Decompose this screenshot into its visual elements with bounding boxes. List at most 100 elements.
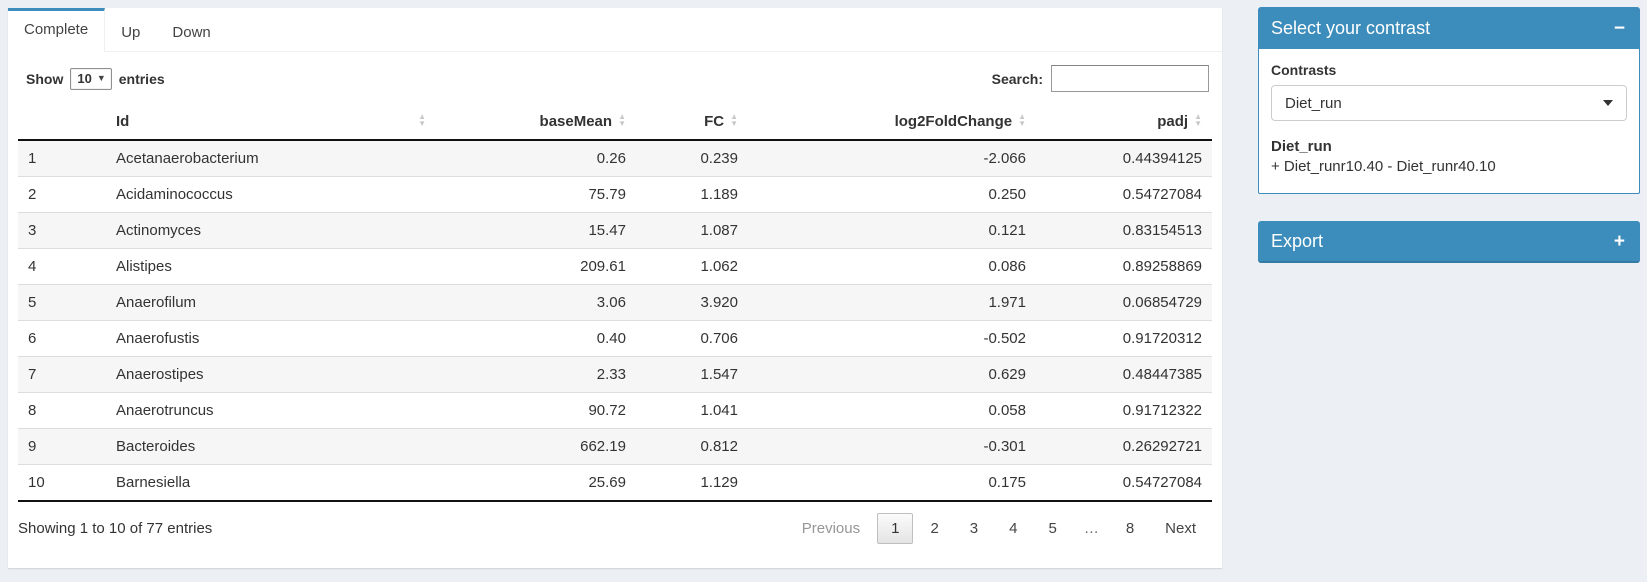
column-label: log2FoldChange (894, 113, 1013, 130)
table-controls: Show 10 ▼ entries Search: (8, 52, 1222, 102)
sort-arrows-icon: ▲ ▼ (1194, 112, 1202, 128)
tab-down[interactable]: Down (172, 24, 211, 41)
cell-id: Anaerofilum (116, 294, 197, 311)
paginate-page-5[interactable]: 5 (1048, 520, 1057, 537)
cell-padj: 0.89258869 (1122, 258, 1202, 275)
column-header-padj[interactable]: padj ▲ ▼ (1036, 104, 1212, 141)
paginate-next-button[interactable]: Next (1165, 520, 1196, 537)
cell-basemean: 0.40 (596, 330, 626, 347)
row-number-cell: 4 (28, 258, 37, 275)
cell-basemean: 662.19 (580, 438, 626, 455)
contrast-box-body: Contrasts Diet_run Diet_run + Diet_runr1… (1258, 49, 1640, 194)
column-header-log2foldchange[interactable]: log2FoldChange ▲ ▼ (748, 104, 1036, 141)
cell-basemean: 2.33 (596, 366, 626, 383)
contrast-box: Select your contrast − Contrasts Diet_ru… (1258, 7, 1640, 194)
entries-label: entries (118, 70, 165, 87)
sort-arrows-icon: ▲ ▼ (418, 112, 426, 128)
paginate-previous-button[interactable]: Previous (801, 520, 861, 537)
paginate-page-3[interactable]: 3 (969, 520, 979, 537)
entries-select[interactable]: 10 ▼ (70, 67, 112, 90)
results-table: Id ▲ ▼ baseMean ▲ ▼ FC ▲ ▼ log2FoldChange ▲ ▼ padj ▲ ▼… (18, 104, 1212, 502)
cell-id: Barnesiella (116, 474, 191, 491)
table-row: 7 Anaerostipes 2.33 1.547 0.629 0.48447385 (18, 356, 1212, 393)
cell-basemean: 15.47 (588, 222, 626, 239)
table-row: 2 Acidaminococcus 75.79 1.189 0.250 0.5472708… (18, 176, 1212, 213)
cell-basemean: 0.26 (596, 150, 626, 167)
tab-up[interactable]: Up (121, 24, 141, 41)
table-footer: Showing 1 to 10 of 77 entries Previous 1 2… (8, 502, 1222, 544)
cell-id: Acetanaerobacterium (116, 150, 259, 167)
cell-padj: 0.91720312 (1122, 330, 1202, 347)
table-row: 10 Barnesiella 25.69 1.129 0.175 0.54727084 (18, 464, 1212, 501)
table-header: Id ▲ ▼ baseMean ▲ ▼ FC ▲ ▼ log2FoldChange ▲ ▼ padj ▲ ▼ (18, 104, 1212, 141)
cell-log2foldchange: 0.058 (988, 402, 1026, 419)
column-header-basemean[interactable]: baseMean ▲ ▼ (436, 104, 636, 141)
cell-fc: 0.239 (700, 150, 738, 167)
cell-id: Anaerofustis (116, 330, 200, 347)
cell-log2foldchange: 1.971 (988, 294, 1026, 311)
contrast-detail-title: Diet_run (1271, 138, 1332, 155)
table-row: 6 Anaerofustis 0.40 0.706 -0.502 0.91720312 (18, 320, 1212, 357)
cell-id: Acidaminococcus (116, 186, 233, 203)
contrast-select[interactable]: Diet_run (1271, 85, 1627, 121)
cell-padj: 0.54727084 (1122, 186, 1202, 203)
table-row: 5 Anaerofilum 3.06 3.920 1.971 0.06854729 (18, 284, 1212, 321)
cell-log2foldchange: -0.502 (983, 330, 1026, 347)
sort-arrows-icon: ▲ ▼ (1018, 112, 1026, 128)
cell-id: Anaerostipes (116, 366, 204, 383)
cell-padj: 0.54727084 (1122, 474, 1202, 491)
contrast-box-header[interactable]: Select your contrast − (1258, 7, 1640, 49)
paginate-page-2[interactable]: 2 (930, 520, 939, 537)
paginate-page-4[interactable]: 4 (1009, 520, 1018, 537)
entries-select-value: 10 (77, 70, 92, 86)
entries-length-control: Show 10 ▼ entries (26, 67, 165, 90)
caret-down-icon (1603, 100, 1613, 106)
column-label: FC (704, 113, 725, 130)
cell-fc: 1.129 (700, 474, 738, 491)
cell-fc: 3.920 (700, 294, 738, 311)
contrast-select-value: Diet_run (1285, 94, 1342, 112)
export-box-title: Export (1271, 230, 1324, 251)
export-box-header[interactable]: Export + (1258, 221, 1640, 263)
cell-id: Actinomyces (116, 222, 202, 239)
table-row: 4 Alistipes 209.61 1.062 0.086 0.89258869 (18, 248, 1212, 285)
cell-fc: 1.062 (700, 258, 738, 275)
cell-padj: 0.26292721 (1122, 438, 1202, 455)
cell-fc: 1.041 (700, 402, 738, 419)
cell-fc: 1.189 (700, 186, 738, 203)
table-row: 1 Acetanaerobacterium 0.26 0.239 -2.066 0.443… (18, 140, 1212, 177)
cell-id: Bacteroides (116, 438, 196, 455)
column-header-id[interactable]: Id ▲ ▼ (106, 104, 436, 141)
row-number-cell: 7 (28, 366, 37, 383)
cell-log2foldchange: -2.066 (983, 150, 1026, 167)
cell-padj: 0.48447385 (1122, 366, 1202, 383)
paginate-page-1[interactable]: 1 (877, 513, 914, 544)
row-number-cell: 8 (28, 402, 37, 419)
column-label: padj (1157, 113, 1189, 130)
column-header-fc[interactable]: FC ▲ ▼ (636, 104, 748, 141)
cell-fc: 1.547 (700, 366, 738, 383)
collapse-minus-icon[interactable]: − (1613, 17, 1625, 39)
search-label: Search: (991, 70, 1043, 87)
cell-padj: 0.91712322 (1122, 402, 1202, 419)
column-header-rownum (18, 104, 106, 141)
column-label: Id (116, 113, 130, 130)
cell-basemean: 25.69 (588, 474, 626, 491)
row-number-cell: 1 (28, 150, 37, 167)
cell-log2foldchange: 0.121 (988, 222, 1026, 239)
cell-fc: 1.087 (700, 222, 738, 239)
expand-plus-icon[interactable]: + (1613, 230, 1625, 252)
row-number-cell: 10 (28, 474, 45, 491)
cell-basemean: 3.06 (596, 294, 626, 311)
table-row: 8 Anaerotruncus 90.72 1.041 0.058 0.91712322 (18, 392, 1212, 429)
paginate-page-8[interactable]: 8 (1125, 520, 1135, 537)
row-number-cell: 2 (28, 186, 37, 203)
cell-log2foldchange: 0.086 (988, 258, 1026, 275)
table-row: 9 Bacteroides 662.19 0.812 -0.301 0.26292721 (18, 428, 1212, 465)
tab-complete[interactable]: Complete (8, 8, 106, 52)
row-number-cell: 5 (28, 294, 37, 311)
cell-padj: 0.83154513 (1122, 222, 1202, 239)
search-input[interactable] (1051, 65, 1209, 92)
cell-log2foldchange: 0.250 (988, 186, 1026, 203)
export-box: Export + (1258, 221, 1640, 263)
